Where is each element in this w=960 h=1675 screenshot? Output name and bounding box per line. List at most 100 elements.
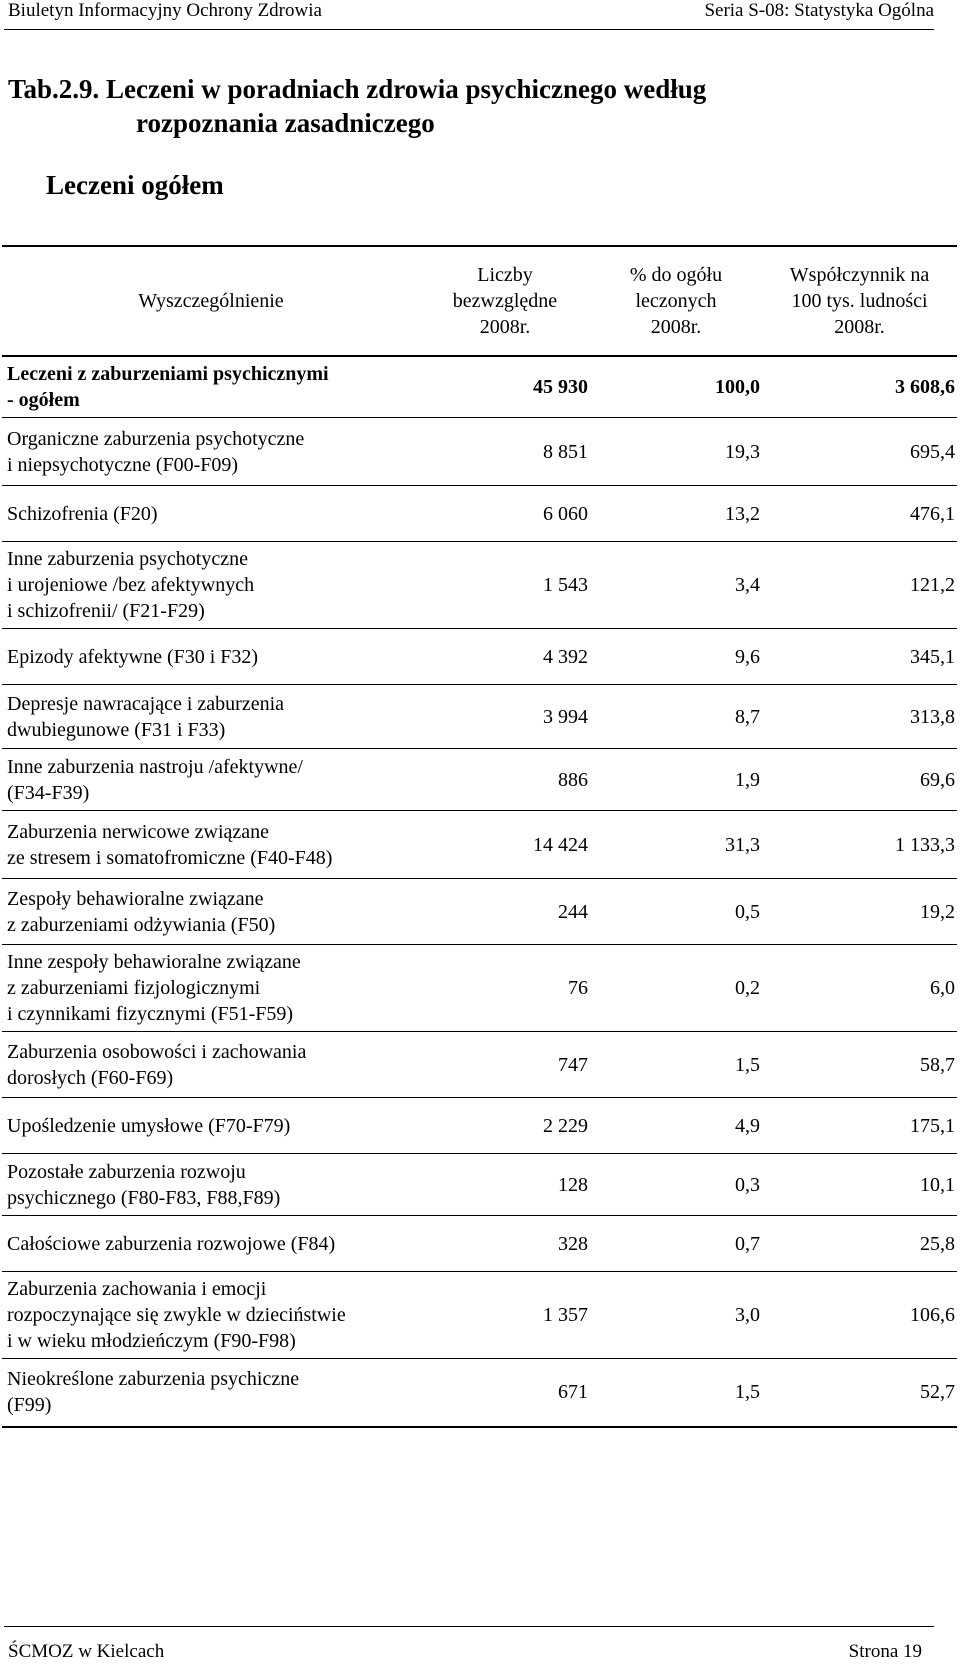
- header-absolute-line: 2008r.: [479, 316, 531, 338]
- header-rate-per-100k: Współczynnik na 100 tys. ludności 2008r.: [762, 245, 957, 357]
- rate-value: 695,4: [762, 417, 957, 486]
- rate-value: 25,8: [762, 1215, 957, 1272]
- absolute-value: 4 392: [420, 628, 590, 685]
- absolute-value: 747: [420, 1031, 590, 1098]
- percent-value: 8,7: [590, 684, 762, 749]
- table-row: Zespoły behawioralne związane z zaburzeni…: [2, 878, 957, 945]
- absolute-value: 8 851: [420, 417, 590, 486]
- percent-value: 19,3: [590, 417, 762, 486]
- table-row: Inne zaburzenia nastroju /afektywne/ (F34…: [2, 748, 957, 811]
- percent-value: 4,9: [590, 1097, 762, 1154]
- row-label-line: Depresje nawracające i zaburzenia: [7, 692, 285, 715]
- row-label: Nieokreślone zaburzenia psychiczne (F99): [2, 1358, 420, 1428]
- row-label-line: ze stresem i somatofromiczne (F40-F48): [7, 846, 333, 869]
- header-percent-line: leczonych: [635, 290, 717, 312]
- absolute-value: 128: [420, 1153, 590, 1216]
- absolute-value: 1 357: [420, 1271, 590, 1359]
- row-label-line: Organiczne zaburzenia psychotyczne: [7, 427, 305, 450]
- rate-value: 1 133,3: [762, 810, 957, 879]
- absolute-value: 6 060: [420, 485, 590, 542]
- table-row: Schizofrenia (F20) 6 060 13,2 476,1: [2, 485, 957, 542]
- absolute-value: 76: [420, 944, 590, 1032]
- table-row: Zaburzenia zachowania i emocji rozpoczyna…: [2, 1271, 957, 1359]
- rate-value: 52,7: [762, 1358, 957, 1428]
- row-label-line: Zaburzenia osobowości i zachowania: [7, 1040, 307, 1063]
- header-publication: Biuletyn Informacyjny Ochrony Zdrowia: [8, 0, 322, 21]
- row-label: Depresje nawracające i zaburzenia dwubieg…: [2, 684, 420, 749]
- table-title-line-1: Tab.2.9. Leczeni w poradniach zdrowia ps…: [8, 74, 707, 104]
- rate-value: 345,1: [762, 628, 957, 685]
- table-row: Epizody afektywne (F30 i F32) 4 392 9,6 345…: [2, 628, 957, 685]
- header-rate-line: 100 tys. ludności: [791, 290, 928, 312]
- rate-value: 476,1: [762, 485, 957, 542]
- table-row: Zaburzenia nerwicowe związane ze stresem …: [2, 810, 957, 879]
- percent-value: 31,3: [590, 810, 762, 879]
- row-label-line: Zaburzenia nerwicowe związane: [7, 820, 270, 843]
- row-label-line: i w wieku młodzieńczym (F90-F98): [7, 1330, 296, 1352]
- row-label: Zespoły behawioralne związane z zaburzeni…: [2, 878, 420, 945]
- row-label: Organiczne zaburzenia psychotyczne i niep…: [2, 417, 420, 486]
- header-absolute-numbers: Liczby bezwzględne 2008r.: [420, 245, 590, 357]
- row-label: Upośledzenie umysłowe (F70-F79): [2, 1097, 420, 1154]
- row-label-line: Zaburzenia zachowania i emocji: [7, 1278, 267, 1300]
- row-label-line: (F34-F39): [7, 781, 90, 804]
- row-label: Schizofrenia (F20): [2, 485, 420, 542]
- rate-value: 69,6: [762, 748, 957, 811]
- row-label-line: Zespoły behawioralne związane: [7, 887, 264, 910]
- footer-institution: ŚCMOZ w Kielcach: [8, 1641, 165, 1662]
- rate-value: 106,6: [762, 1271, 957, 1359]
- header-absolute-line: bezwzględne: [452, 290, 558, 312]
- percent-value: 100,0: [590, 356, 762, 418]
- row-label-line: z zaburzeniami odżywiania (F50): [7, 913, 276, 936]
- rate-value: 3 608,6: [762, 356, 957, 418]
- row-label-line: i niepsychotyczne (F00-F09): [7, 453, 239, 476]
- rate-value: 58,7: [762, 1031, 957, 1098]
- row-label-line: - ogółem: [7, 389, 80, 411]
- header-description: Wyszczególnienie: [2, 245, 420, 357]
- header-series: Seria S-08: Statystyka Ogólna: [704, 0, 934, 21]
- row-label-line: dorosłych (F60-F69): [7, 1066, 174, 1089]
- row-label: Leczeni z zaburzeniami psychicznymi - ogó…: [2, 356, 420, 418]
- row-label: Inne zaburzenia nastroju /afektywne/ (F34…: [2, 748, 420, 811]
- percent-value: 3,4: [590, 541, 762, 629]
- table-row: Organiczne zaburzenia psychotyczne i niep…: [2, 417, 957, 486]
- row-label-line: z zaburzeniami fizjologicznymi: [7, 977, 261, 999]
- rate-value: 10,1: [762, 1153, 957, 1216]
- percent-value: 0,2: [590, 944, 762, 1032]
- table-row: Zaburzenia osobowości i zachowania dorosł…: [2, 1031, 957, 1098]
- row-label: Inne zaburzenia psychotyczne i urojeniowe…: [2, 541, 420, 629]
- row-label-line: i schizofrenii/ (F21-F29): [7, 600, 205, 622]
- percent-value: 0,3: [590, 1153, 762, 1216]
- percent-value: 3,0: [590, 1271, 762, 1359]
- row-label-line: Nieokreślone zaburzenia psychiczne: [7, 1368, 300, 1391]
- percent-value: 1,9: [590, 748, 762, 811]
- rate-value: 6,0: [762, 944, 957, 1032]
- table-title-line-2: rozpoznania zasadniczego: [136, 108, 435, 138]
- percent-value: 0,5: [590, 878, 762, 945]
- row-label-line: i czynnikami fizycznymi (F51-F59): [7, 1003, 294, 1025]
- row-label-line: Upośledzenie umysłowe (F70-F79): [7, 1114, 291, 1137]
- table-row: Pozostałe zaburzenia rozwoju psychicznego…: [2, 1153, 957, 1216]
- table-row: Inne zespoły behawioralne związane z zabu…: [2, 944, 957, 1032]
- row-label: Zaburzenia nerwicowe związane ze stresem …: [2, 810, 420, 879]
- table-header-row: Wyszczególnienie Liczby bezwzględne 2008…: [2, 245, 957, 357]
- absolute-value: 2 229: [420, 1097, 590, 1154]
- row-label-line: psychicznego (F80-F83, F88,F89): [7, 1186, 281, 1209]
- absolute-value: 3 994: [420, 684, 590, 749]
- percent-value: 1,5: [590, 1031, 762, 1098]
- absolute-value: 45 930: [420, 356, 590, 418]
- absolute-value: 671: [420, 1358, 590, 1428]
- rate-value: 313,8: [762, 684, 957, 749]
- absolute-value: 14 424: [420, 810, 590, 879]
- table-title: Tab.2.9. Leczeni w poradniach zdrowia ps…: [8, 72, 706, 140]
- row-label: Zaburzenia zachowania i emocji rozpoczyna…: [2, 1271, 420, 1359]
- row-label-line: (F99): [7, 1394, 52, 1417]
- absolute-value: 886: [420, 748, 590, 811]
- footer-page-number: Strona 19: [848, 1641, 922, 1662]
- row-label-line: dwubiegunowe (F31 i F33): [7, 718, 226, 741]
- row-label: Pozostałe zaburzenia rozwoju psychicznego…: [2, 1153, 420, 1216]
- row-label-line: Inne zespoły behawioralne związane: [7, 951, 301, 973]
- percent-value: 1,5: [590, 1358, 762, 1428]
- rate-value: 19,2: [762, 878, 957, 945]
- row-label-line: Leczeni z zaburzeniami psychicznymi: [7, 363, 329, 385]
